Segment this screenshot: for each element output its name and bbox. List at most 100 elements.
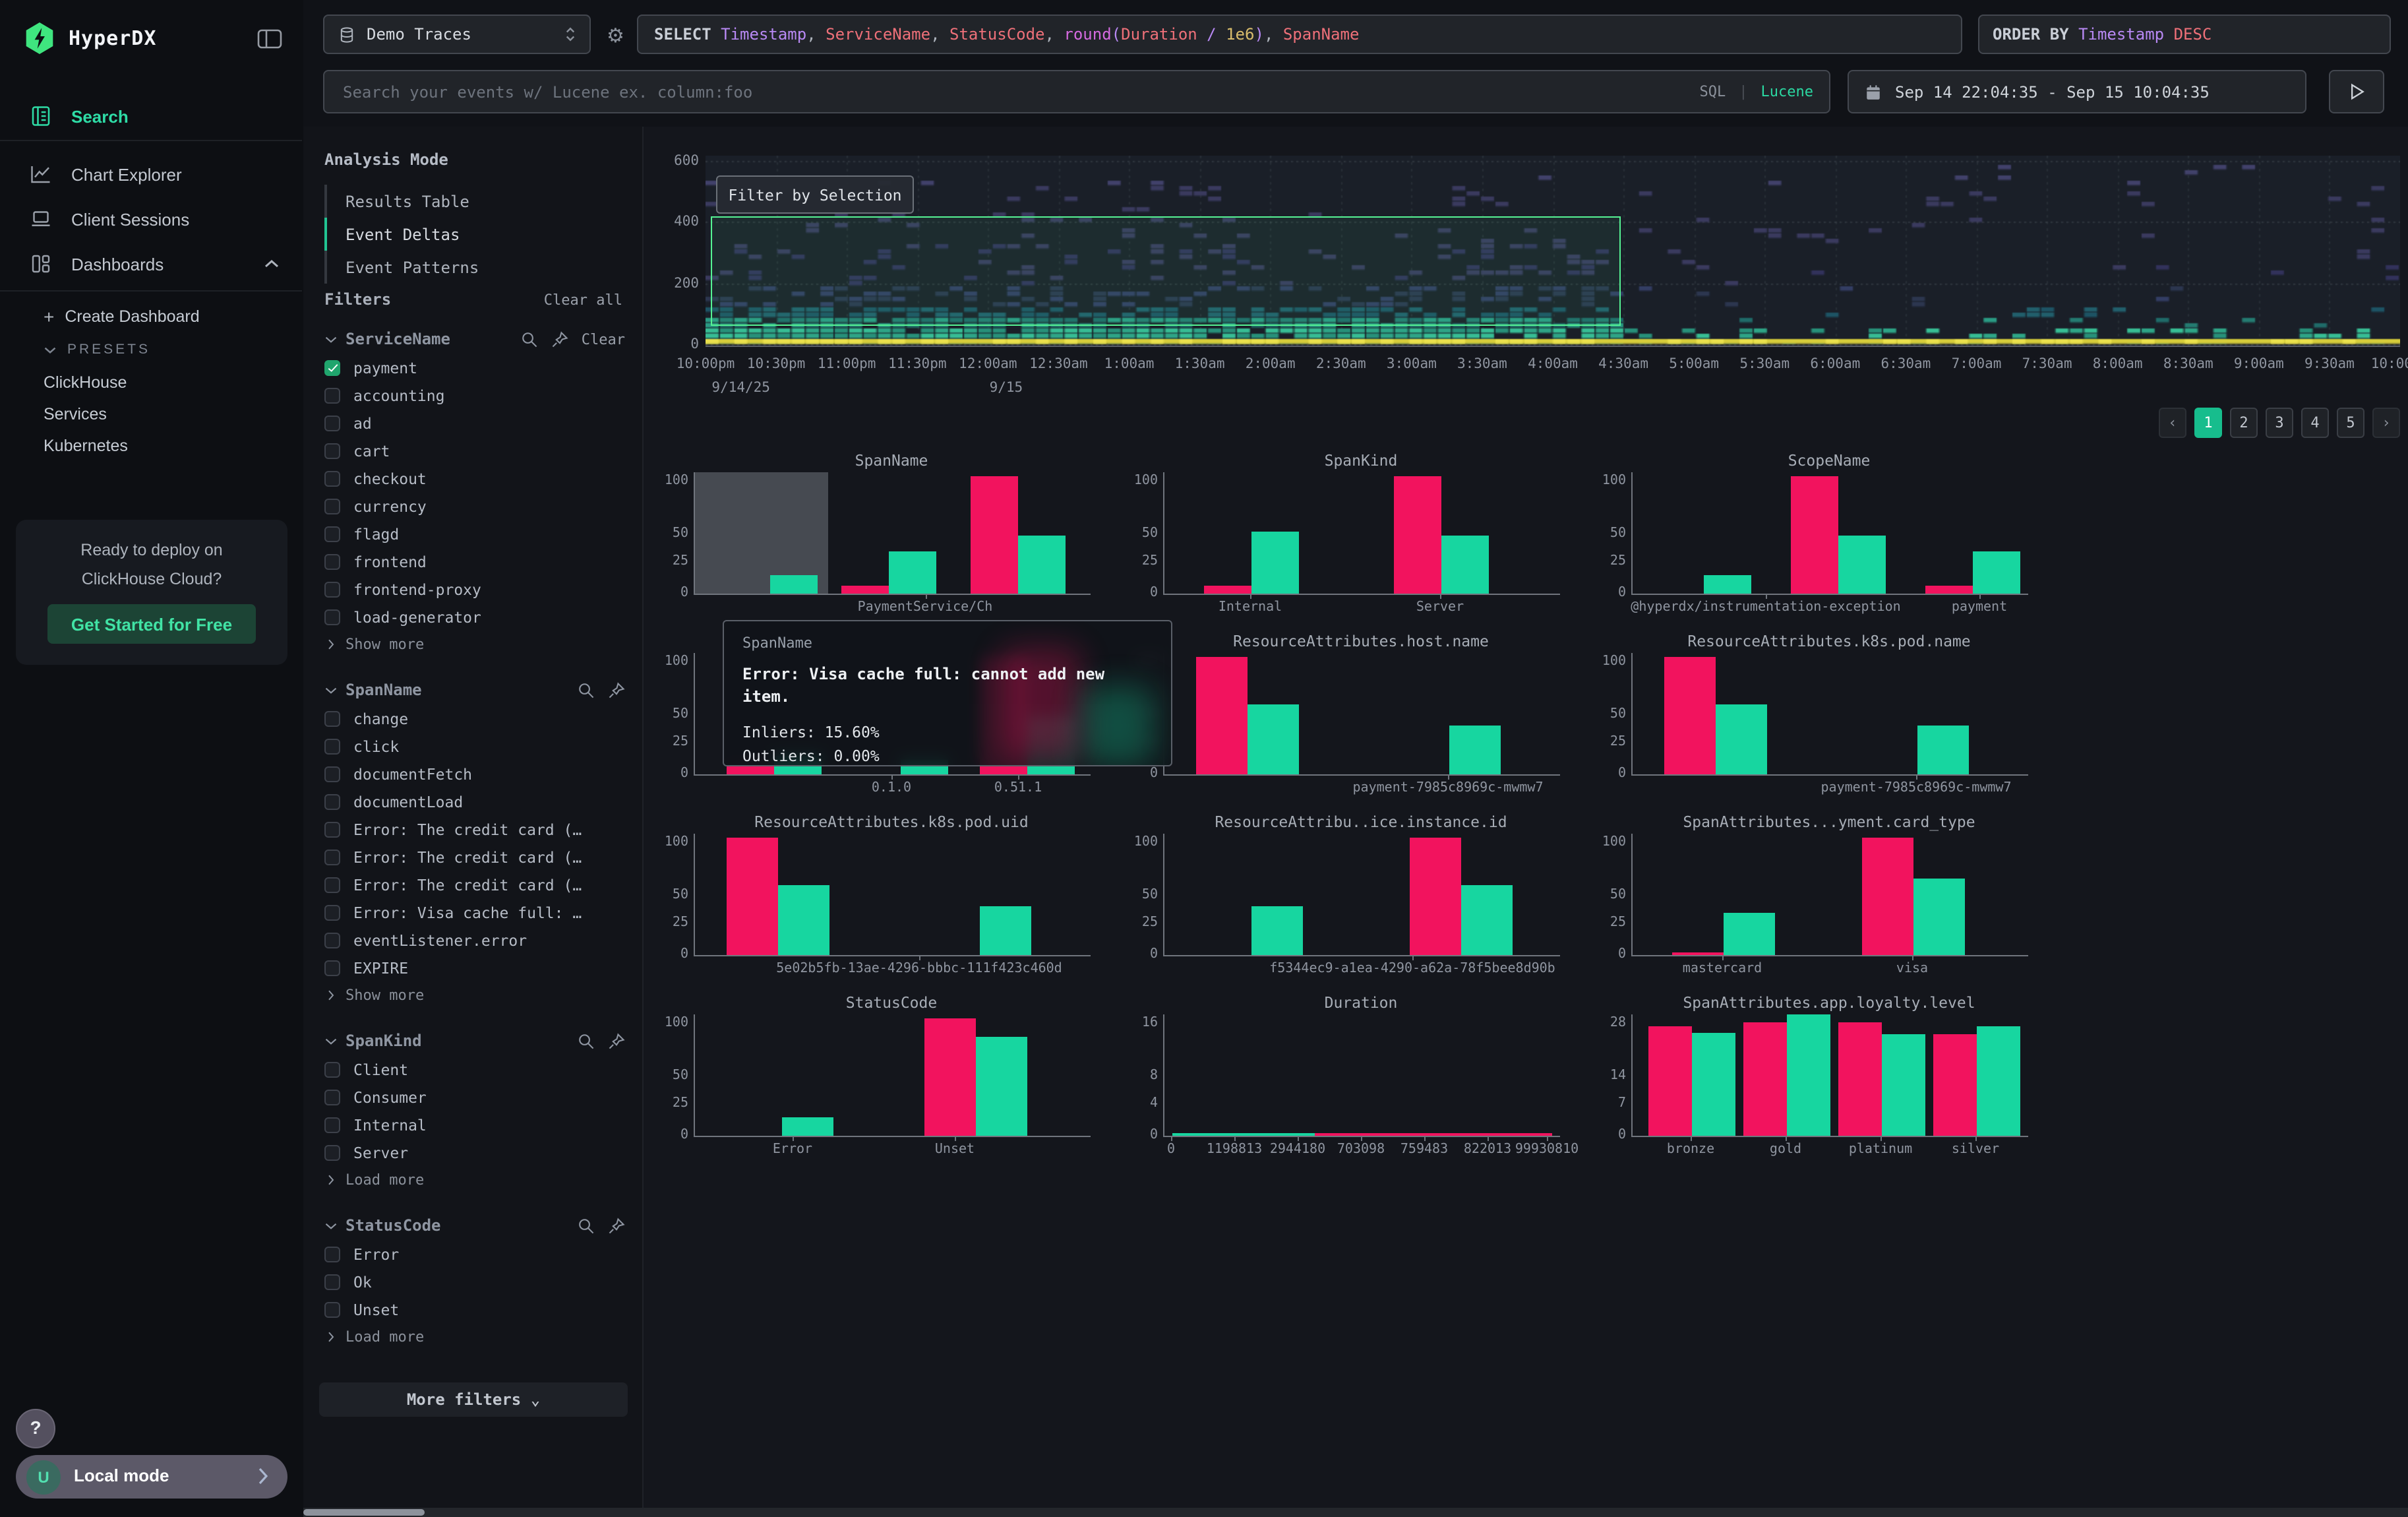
bar-pink[interactable]: [1743, 1022, 1787, 1136]
filter-option[interactable]: eventListener.error: [324, 926, 625, 954]
filter-show-more[interactable]: Load more: [324, 1323, 625, 1349]
checkbox[interactable]: [324, 932, 340, 948]
bar-green[interactable]: [1913, 879, 1965, 955]
filter-show-more[interactable]: Show more: [324, 981, 625, 1008]
filter-option[interactable]: frontend: [324, 547, 625, 575]
bar-green[interactable]: [1449, 726, 1501, 774]
checkbox[interactable]: [324, 1144, 340, 1160]
filter-option[interactable]: Error: Visa cache full: …: [324, 898, 625, 926]
bar-pink[interactable]: [1196, 656, 1248, 774]
checkbox[interactable]: [324, 581, 340, 597]
filter-option[interactable]: flagd: [324, 520, 625, 547]
checkbox[interactable]: [324, 710, 340, 726]
mini-chart-plot[interactable]: [1631, 1014, 2028, 1137]
bar-green[interactable]: [1977, 1026, 2020, 1136]
bar-pink[interactable]: [727, 764, 774, 774]
bar-pink[interactable]: [1648, 1026, 1692, 1136]
checkbox[interactable]: [324, 1089, 340, 1105]
checkbox[interactable]: [324, 877, 340, 892]
mini-chart-plot[interactable]: [1163, 1014, 1560, 1137]
select-clause-input[interactable]: SELECT Timestamp, ServiceName, StatusCod…: [637, 15, 1962, 54]
checkbox[interactable]: [324, 1117, 340, 1132]
filter-group-header[interactable]: SpanKind: [324, 1026, 625, 1055]
filter-clear-button[interactable]: Clear: [581, 330, 625, 348]
clear-all-button[interactable]: Clear all: [543, 291, 622, 308]
filter-option[interactable]: currency: [324, 492, 625, 520]
filter-option[interactable]: Client: [324, 1055, 625, 1083]
checkbox[interactable]: [324, 821, 340, 837]
bar-green[interactable]: [1251, 906, 1303, 955]
analysis-mode-event-patterns[interactable]: Event Patterns: [324, 251, 615, 284]
filter-option[interactable]: Consumer: [324, 1083, 625, 1111]
checkbox[interactable]: [324, 904, 340, 920]
filter-option[interactable]: cart: [324, 437, 625, 464]
logo[interactable]: HyperDX: [24, 21, 156, 55]
gear-icon[interactable]: ⚙: [607, 24, 624, 47]
filter-show-more[interactable]: Load more: [324, 1166, 625, 1192]
more-filters-button[interactable]: More filters ⌄: [319, 1382, 628, 1417]
filter-option[interactable]: Unset: [324, 1295, 625, 1323]
checkbox[interactable]: [324, 387, 340, 403]
bar-green[interactable]: [1172, 1133, 1315, 1136]
checkbox[interactable]: [324, 766, 340, 782]
analysis-mode-results-table[interactable]: Results Table: [324, 185, 615, 218]
bar-green[interactable]: [1917, 726, 1969, 774]
bar-pink[interactable]: [1410, 837, 1461, 955]
search-icon[interactable]: [578, 681, 595, 698]
bar-green[interactable]: [1017, 535, 1065, 594]
filter-option[interactable]: load-generator: [324, 603, 625, 631]
horizontal-scrollbar[interactable]: [303, 1508, 2408, 1517]
filter-option[interactable]: documentLoad: [324, 788, 625, 815]
mini-chart-plot[interactable]: [1631, 653, 2028, 776]
bar-green[interactable]: [1441, 535, 1489, 594]
bar-green[interactable]: [889, 551, 936, 594]
bar-pink[interactable]: [1315, 1133, 1552, 1136]
checkbox[interactable]: [324, 415, 340, 431]
pagination-page-2[interactable]: 2: [2230, 408, 2258, 438]
mode-lucene[interactable]: Lucene: [1761, 83, 1814, 100]
filter-option[interactable]: Error: [324, 1240, 625, 1268]
filter-option[interactable]: Error: The credit card (…: [324, 815, 625, 843]
checkbox[interactable]: [324, 1246, 340, 1262]
checkbox[interactable]: [324, 1061, 340, 1077]
mini-chart-plot[interactable]: [1163, 653, 1560, 776]
bar-green[interactable]: [1882, 1034, 1925, 1136]
filter-show-more[interactable]: Show more: [324, 631, 625, 657]
checkbox[interactable]: [324, 793, 340, 809]
bar-green[interactable]: [1973, 551, 2020, 594]
search-bar[interactable]: SQL | Lucene: [323, 70, 1830, 113]
bar-green[interactable]: [1724, 912, 1775, 955]
presets-toggle[interactable]: PRESETS: [0, 334, 303, 365]
bar-pink[interactable]: [1394, 476, 1441, 594]
date-range-picker[interactable]: Sep 14 22:04:35 - Sep 15 10:04:35: [1848, 70, 2306, 113]
scrollbar-thumb[interactable]: [303, 1509, 425, 1516]
sidebar-item-search[interactable]: Search: [0, 96, 303, 136]
filter-option[interactable]: EXPIRE: [324, 954, 625, 981]
mini-chart-plot[interactable]: [1163, 472, 1560, 595]
create-dashboard-button[interactable]: + Create Dashboard: [0, 301, 303, 332]
help-button[interactable]: ?: [16, 1409, 55, 1448]
bar-green[interactable]: [770, 575, 818, 594]
heatmap-selection[interactable]: [711, 216, 1621, 326]
get-started-button[interactable]: Get Started for Free: [47, 604, 256, 644]
search-input[interactable]: [340, 81, 1687, 102]
preset-kubernetes[interactable]: Kubernetes: [0, 430, 303, 462]
filter-option[interactable]: Error: The credit card (…: [324, 843, 625, 871]
filter-option[interactable]: accounting: [324, 381, 625, 409]
bar-green[interactable]: [782, 1117, 833, 1136]
bar-green[interactable]: [1692, 1032, 1735, 1136]
bar-green[interactable]: [1704, 575, 1751, 594]
preset-clickhouse[interactable]: ClickHouse: [0, 367, 303, 398]
sidebar-collapse-icon[interactable]: [257, 29, 282, 49]
bar-green[interactable]: [1251, 532, 1299, 594]
filter-option[interactable]: documentFetch: [324, 760, 625, 788]
pin-icon[interactable]: [608, 1217, 625, 1234]
run-query-button[interactable]: [2329, 70, 2384, 113]
filter-option[interactable]: frontend-proxy: [324, 575, 625, 603]
filter-group-header[interactable]: StatusCode: [324, 1211, 625, 1240]
sidebar-item-dashboards[interactable]: Dashboards: [0, 244, 303, 284]
bar-pink[interactable]: [1791, 476, 1838, 594]
filter-option[interactable]: Error: The credit card (…: [324, 871, 625, 898]
checkbox[interactable]: [324, 470, 340, 486]
checkbox[interactable]: [324, 849, 340, 865]
